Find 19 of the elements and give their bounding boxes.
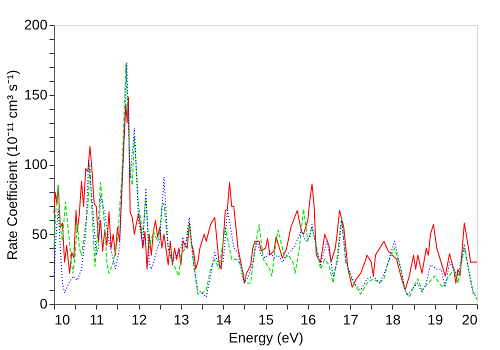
x-tick-label: 10: [54, 312, 70, 328]
x-tick-label: 16: [300, 312, 316, 328]
y-tick-label: 200: [24, 16, 48, 32]
x-tick-label: 11: [90, 312, 104, 328]
x-tick-label: 13: [174, 312, 190, 328]
y-tick-label: 50: [32, 226, 48, 242]
x-tick-label: 17: [342, 312, 359, 328]
x-tick-label: 18: [385, 312, 401, 328]
x-tick-label: 15: [258, 312, 274, 328]
x-tick-label: 14: [216, 312, 232, 328]
line-series: [54, 97, 478, 291]
y-axis-title: Rate Coefficient (10⁻¹¹ cm³ s⁻¹): [4, 70, 20, 260]
x-tick-label: 19: [427, 312, 444, 328]
x-tick-label: 20: [462, 312, 478, 328]
y-tick-label: 100: [24, 156, 48, 172]
y-tick-label: 150: [24, 86, 48, 102]
y-tick-label: 0: [40, 296, 48, 312]
x-tick-label: 12: [131, 312, 148, 328]
x-axis-title: Energy (eV): [228, 330, 304, 346]
